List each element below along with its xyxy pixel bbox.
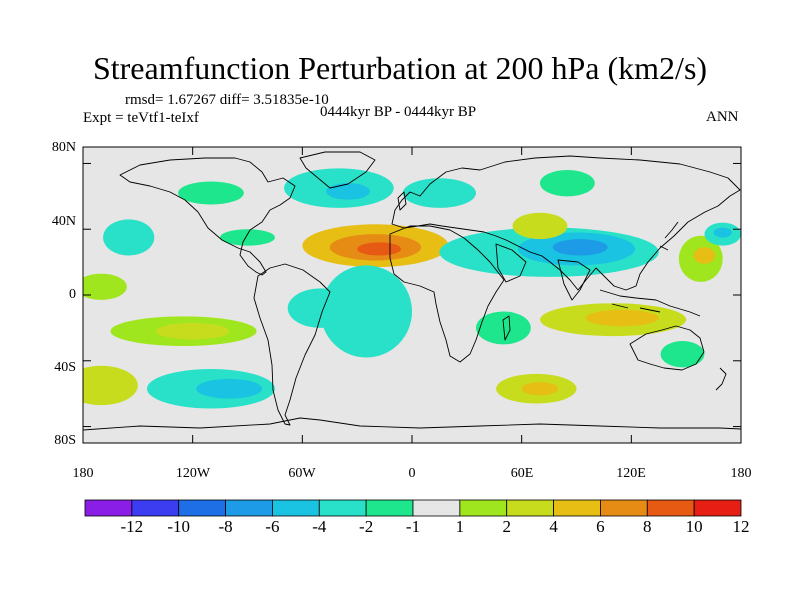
colorbar-swatch [365,499,414,517]
stats-line: rmsd= 1.67267 diff= 3.51835e-10 [125,92,329,108]
anomaly-south-atlantic-low [320,265,412,358]
anomaly-scandinavia-low [402,178,476,208]
anomaly-south-pacific-high-core [156,322,230,340]
lat-label-0: 0 [69,287,76,302]
colorbar-swatch [272,499,320,517]
colorbar-swatch [318,499,367,517]
new-zealand-coast [715,367,727,391]
colorbar-label: 4 [549,517,558,536]
anomaly-siberia-low [539,170,595,197]
colorbar [84,499,742,517]
period-label: 0444kyr BP - 0444kyr BP [320,104,477,120]
lon-label-60e: 60E [510,466,534,481]
colorbar-swatch [459,499,508,517]
anomaly-n-africa-atlantic-high-peak [357,242,402,256]
colorbar-swatch [600,499,648,517]
colorbar-label: -6 [265,517,280,536]
anomaly-mid-pacific-high [83,273,127,300]
lon-label-60w: 60W [288,466,316,481]
lon-label-180e: 180 [730,466,752,481]
anomaly-australia-high-core [585,309,659,327]
japan-coast [659,221,679,251]
uk-coast [397,191,407,211]
colorbar-swatch [225,499,273,517]
eurasia-coast [391,155,741,291]
anomaly-east-pacific-high [83,365,138,406]
north-america-coast [119,157,296,276]
coastlines [83,151,741,431]
anomaly-layer [83,168,741,409]
colorbar-label: -4 [312,517,327,536]
australia-coast [629,325,705,371]
lat-label-80n: 80N [51,140,76,155]
africa-coast [389,225,505,363]
colorbar-label: 12 [732,517,750,536]
colorbar-label: 1 [455,517,465,536]
colorbar-swatch [131,499,180,517]
anomaly-s-indian-ocean-high-core [521,382,559,396]
lon-label-0: 0 [408,466,416,481]
anomaly-e-australia-low [660,341,705,368]
madagascar-coast [502,315,511,341]
colorbar-swatch [693,499,742,517]
anomaly-se-europe-high [512,212,568,240]
greenland-coast [299,151,376,189]
colorbar-swatch [412,499,461,517]
colorbar-label: 6 [596,517,605,536]
colorbar-label: -10 [167,517,191,536]
colorbar-label: 2 [502,517,511,536]
lat-label-40s: 40S [54,360,76,375]
anomaly-north-america-low [220,229,275,246]
anomaly-central-asia-low-peak [552,239,608,256]
lat-label-40n: 40N [51,214,76,229]
south-america-coast [253,263,331,426]
colorbar-swatch [553,499,601,517]
india-coast [557,259,591,301]
colorbar-label: -1 [405,517,421,536]
lon-label-120e: 120E [616,466,646,481]
colorbar-swatch [84,499,133,517]
anomaly-arctic-canada-low [178,181,244,205]
anomaly-ne-pacific-high-core [693,247,716,264]
axis-ticks [82,147,742,443]
colorbar-label: -2 [359,517,374,536]
colorbar-swatch [646,499,695,517]
anomaly-central-pacific-low [103,219,155,256]
anomaly-tropical-atlantic-low [287,288,354,328]
colorbar-label: 8 [643,517,652,536]
anomaly-north-atlantic-low-core [326,183,370,200]
colorbar-swatch [506,499,554,517]
experiment-label: Expt = teVtf1-teIxf [83,110,199,126]
indonesia-coast [599,289,701,317]
anomaly-southern-ocean-low-core [196,378,263,399]
anomaly-west-pacific-low-core [713,227,732,238]
lon-label-180w: 180 [72,466,94,481]
map-title: Streamfunction Perturbation at 200 hPa (… [92,50,708,86]
season-label: ANN [706,109,739,125]
lon-label-120w: 120W [175,466,211,481]
colorbar-swatch [178,499,226,517]
arabia-coast [495,243,527,283]
colorbar-label: -8 [218,517,233,536]
colorbar-label: 10 [685,517,703,536]
lat-label-80s: 80S [54,433,76,448]
colorbar-label: -12 [120,517,144,536]
antarctica-coast [83,417,741,431]
